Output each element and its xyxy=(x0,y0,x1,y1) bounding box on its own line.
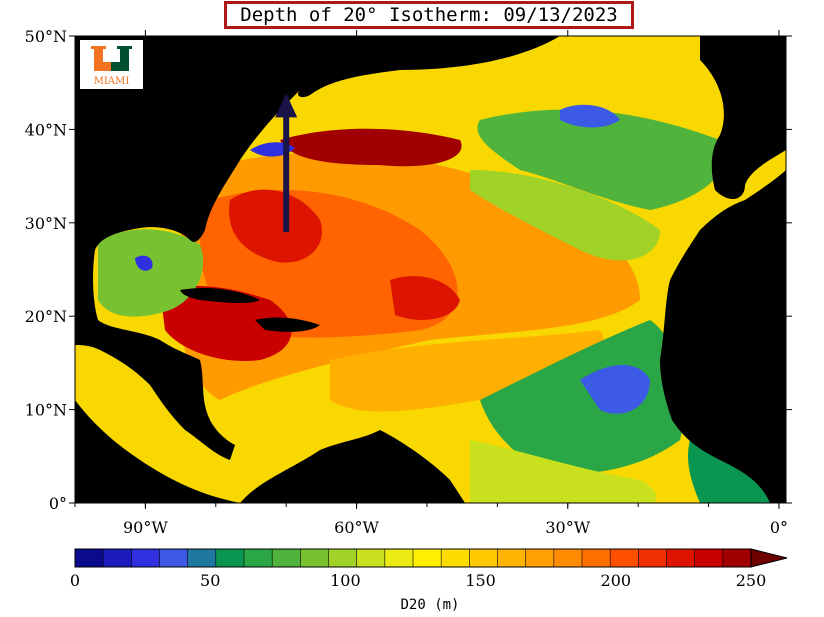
colorbar-label: 50 xyxy=(200,571,220,590)
d20-gulf-mexico xyxy=(98,229,204,317)
map-title: Depth of 20° Isotherm: 09/13/2023 xyxy=(224,1,634,29)
colorbar-swatch xyxy=(187,549,217,567)
d20-north-yellowgreen xyxy=(470,170,660,261)
colorbar-label: 250 xyxy=(736,571,767,590)
colorbar-swatch xyxy=(638,549,667,567)
colorbar-title: D20 (m) xyxy=(400,597,459,613)
colorbar-swatch xyxy=(131,549,160,567)
colorbar-swatch xyxy=(356,549,386,567)
colorbar-label: 0 xyxy=(70,571,80,590)
direction-arrow xyxy=(275,93,298,233)
lat-tick-label: 40°N xyxy=(25,120,67,139)
colorbar-swatch xyxy=(384,549,414,567)
d20-ne-blue xyxy=(560,104,620,128)
d20-equator-yellowgreen xyxy=(470,440,657,503)
colorbar-swatch xyxy=(497,549,527,567)
land xyxy=(75,36,786,503)
plot-frame xyxy=(74,35,787,504)
lon-tick-label: 60°W xyxy=(334,518,379,537)
colorbar-swatch xyxy=(610,549,639,567)
colorbar-label: 100 xyxy=(330,571,361,590)
colorbar-swatch xyxy=(244,549,273,567)
miami-logo-text: MIAMI xyxy=(93,76,130,87)
lon-tick-label: 90°W xyxy=(123,518,168,537)
lat-tick-label: 0° xyxy=(49,494,67,513)
lat-tick-label: 50°N xyxy=(25,27,67,46)
colorbar-swatch xyxy=(272,549,301,567)
colorbar-swatch xyxy=(469,549,498,567)
colorbar-swatch xyxy=(75,549,104,567)
lat-ticks: 50°N 40°N 30°N 20°N 10°N 0° xyxy=(25,27,792,513)
lon-ticks: 90°W 60°W 30°W 0° xyxy=(74,30,788,537)
d20-orange-band xyxy=(330,330,604,412)
colorbar-swatch xyxy=(300,549,329,567)
colorbar: 0 50 100 150 200 250 xyxy=(70,548,788,590)
colorbar-label: 200 xyxy=(601,571,632,590)
colorbar-swatch xyxy=(525,549,555,567)
d20-tropical-blue xyxy=(580,365,650,414)
d20-deep-central xyxy=(390,276,460,320)
arrow-head-icon xyxy=(275,93,298,118)
lon-tick-label: 30°W xyxy=(545,518,590,537)
colorbar-swatch xyxy=(328,549,358,567)
colorbar-swatch xyxy=(103,549,132,567)
u-logo-icon xyxy=(91,46,132,71)
lat-tick-label: 20°N xyxy=(25,307,67,326)
d20-deep-sargasso xyxy=(229,189,322,263)
colorbar-swatch xyxy=(694,549,724,567)
colorbar-swatch xyxy=(553,549,583,567)
lat-tick-label: 30°N xyxy=(25,214,67,233)
colorbar-swatch xyxy=(722,549,752,567)
d20-tropical-green xyxy=(480,320,684,474)
map-title-text: Depth of 20° Isotherm: 09/13/2023 xyxy=(240,4,618,26)
colorbar-swatch xyxy=(413,549,442,567)
colorbar-swatch xyxy=(582,549,611,567)
miami-logo: MIAMI xyxy=(80,40,143,89)
colorbar-extend-arrow xyxy=(750,548,788,568)
lat-tick-label: 10°N xyxy=(25,401,67,420)
d20-gulf-mexico-blue xyxy=(135,255,153,271)
colorbar-swatch xyxy=(215,549,245,567)
colorbar-label: 150 xyxy=(465,571,496,590)
d20-deep-gulfstream xyxy=(280,128,462,167)
colorbar-swatch xyxy=(159,549,189,567)
colorbar-swatch xyxy=(441,549,470,567)
colorbar-swatch xyxy=(666,549,696,567)
d20-north-green xyxy=(477,109,726,210)
lon-tick-label: 0° xyxy=(770,518,788,537)
d20-deepest-caribbean xyxy=(160,285,292,361)
